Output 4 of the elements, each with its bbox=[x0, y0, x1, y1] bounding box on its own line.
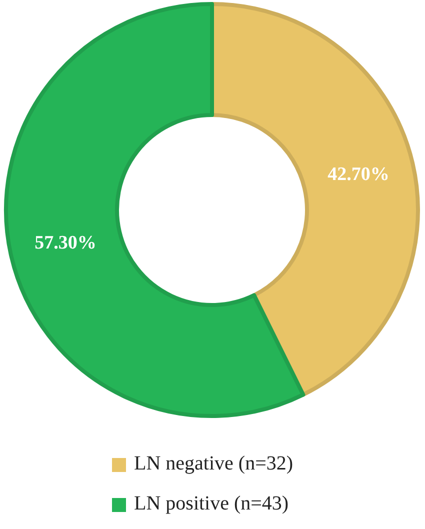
data-label: 42.70% bbox=[328, 164, 390, 186]
legend-label: LN positive (n=43) bbox=[134, 492, 289, 515]
legend-label: LN negative (n=32) bbox=[134, 452, 294, 475]
data-label: 57.30% bbox=[34, 232, 96, 254]
